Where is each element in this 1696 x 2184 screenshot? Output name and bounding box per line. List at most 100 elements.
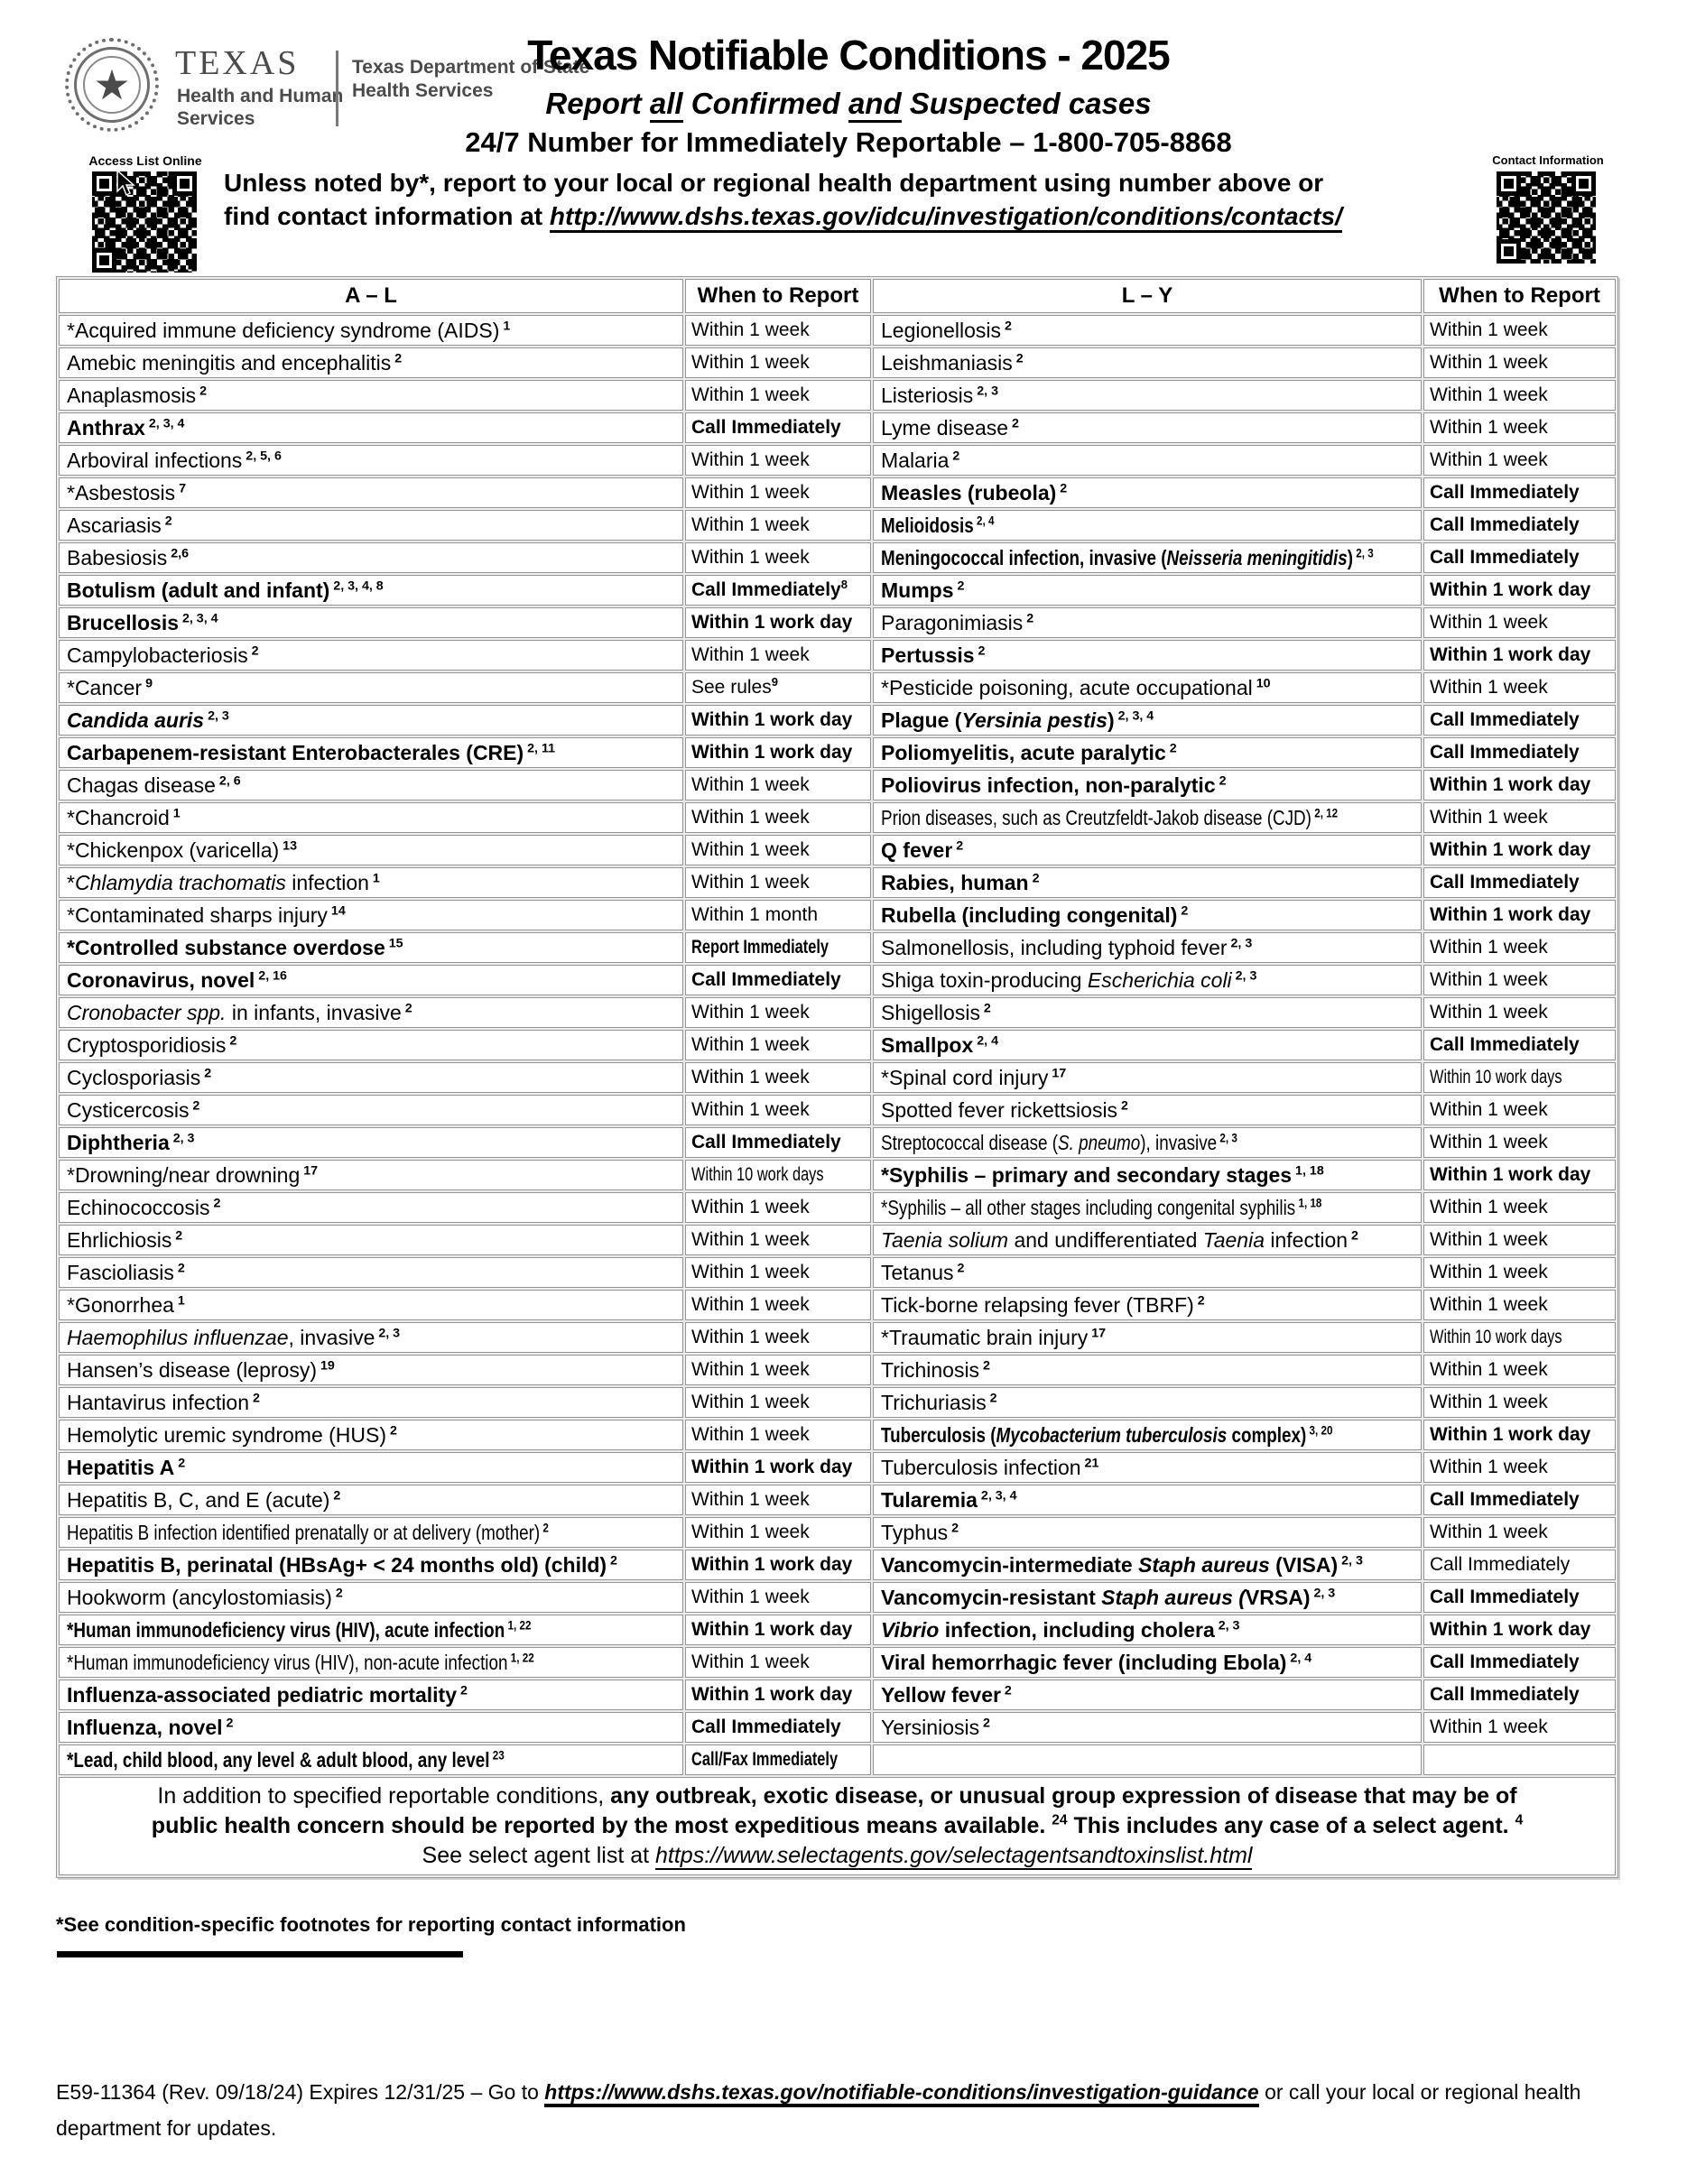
condition-cell: *Human immunodeficiency virus (HIV), non… (59, 1647, 683, 1678)
condition-cell: Plague (Yersinia pestis) 2, 3, 4 (873, 705, 1422, 736)
condition-cell: Vancomycin-intermediate Staph aureus (VI… (873, 1550, 1422, 1580)
when-to-report-cell: Within 1 week (1423, 315, 1616, 346)
condition-cell: Tetanus 2 (873, 1257, 1422, 1288)
when-to-report-cell: Within 1 week (1423, 347, 1616, 378)
table-row: *Human immunodeficiency virus (HIV), acu… (59, 1615, 1616, 1645)
reporting-instructions: Unless noted by*, report to your local o… (224, 166, 1451, 233)
select-agents-url-link[interactable]: https://www.selectagents.gov/selectagent… (655, 1843, 1253, 1870)
table-row: Hepatitis A 2 Within 1 work day Tuberculos… (59, 1452, 1616, 1483)
when-to-report-cell: Within 1 work day (1423, 575, 1616, 606)
when-to-report-cell: Within 1 week (1423, 802, 1616, 833)
condition-cell: Fascioliasis 2 (59, 1257, 683, 1288)
condition-cell: Ascariasis 2 (59, 510, 683, 541)
when-to-report-cell: Within 1 week (685, 1387, 871, 1418)
condition-cell: Trichinosis 2 (873, 1355, 1422, 1385)
when-to-report-cell: Within 1 week (1423, 1517, 1616, 1548)
when-to-report-cell: Within 1 work day (685, 1615, 871, 1645)
table-header-row: A – L When to Report L – Y When to Repor… (59, 279, 1616, 313)
condition-cell: *Acquired immune deficiency syndrome (AI… (59, 315, 683, 346)
qr-finder-icon (1571, 171, 1596, 196)
condition-cell: Viral hemorrhagic fever (including Ebola… (873, 1647, 1422, 1678)
condition-cell: Q fever 2 (873, 835, 1422, 865)
when-to-report-cell: Within 1 work day (1423, 900, 1616, 930)
when-to-report-cell: Within 1 week (685, 802, 871, 833)
table-row: *Lead, child blood, any level & adult bl… (59, 1744, 1616, 1775)
when-to-report-cell: Call Immediately (685, 1712, 871, 1743)
when-to-report-cell: Call Immediately (1423, 705, 1616, 736)
condition-cell: Melioidosis 2, 4 (873, 510, 1422, 541)
condition-cell: Spotted fever rickettsiosis 2 (873, 1095, 1422, 1125)
condition-cell: *Syphilis – primary and secondary stages… (873, 1160, 1422, 1190)
table-row: *Chlamydia trachomatis infection 1 Within… (59, 867, 1616, 898)
when-to-report-cell: Within 1 work day (1423, 835, 1616, 865)
when-to-report-cell: Call Immediately (685, 965, 871, 995)
condition-cell: Prion diseases, such as Creutzfeldt-Jako… (873, 802, 1422, 833)
condition-cell: Shigellosis 2 (873, 997, 1422, 1028)
condition-cell: *Human immunodeficiency virus (HIV), acu… (59, 1615, 683, 1645)
when-to-report-cell: Within 1 month (685, 900, 871, 930)
when-to-report-cell: Call Immediately (1423, 1030, 1616, 1060)
condition-cell: Coronavirus, novel 2, 16 (59, 965, 683, 995)
condition-cell: *Chlamydia trachomatis infection 1 (59, 867, 683, 898)
condition-cell: Hantavirus infection 2 (59, 1387, 683, 1418)
when-to-report-cell: Within 1 work day (1423, 1160, 1616, 1190)
when-to-report-cell: Within 1 week (685, 640, 871, 671)
condition-cell: Tuberculosis (Mycobacterium tuberculosis… (873, 1420, 1422, 1450)
when-to-report-cell: Within 1 work day (685, 705, 871, 736)
hotline-number-line: 24/7 Number for Immediately Reportable –… (465, 126, 1232, 158)
condition-cell: Vancomycin-resistant Staph aureus (VRSA)… (873, 1582, 1422, 1613)
table-row: Candida auris 2, 3 Within 1 work day Plagu… (59, 705, 1616, 736)
condition-cell: Typhus 2 (873, 1517, 1422, 1548)
when-to-report-cell: Within 1 work day (1423, 640, 1616, 671)
table-row: Influenza, novel 2 Call Immediately Yersin… (59, 1712, 1616, 1743)
when-to-report-cell: Within 1 week (685, 1355, 871, 1385)
condition-cell: Trichuriasis 2 (873, 1387, 1422, 1418)
condition-cell: Tularemia 2, 3, 4 (873, 1485, 1422, 1515)
condition-cell: *Lead, child blood, any level & adult bl… (59, 1744, 683, 1775)
qr-finder-icon (92, 248, 116, 273)
table-row: Ehrlichiosis 2 Within 1 week Taenia solium… (59, 1225, 1616, 1255)
when-to-report-cell: Within 1 week (1423, 1225, 1616, 1255)
logo-dshs-text: Texas Department of State Health Service… (352, 57, 590, 101)
table-row: Arboviral infections 2, 5, 6 Within 1 wee… (59, 445, 1616, 476)
texas-hhs-seal-logo: ★ (65, 38, 159, 132)
condition-cell: Yersiniosis 2 (873, 1712, 1422, 1743)
when-to-report-cell: Within 10 work days (1423, 1062, 1616, 1093)
when-to-report-cell: Within 1 week (1423, 965, 1616, 995)
investigation-guidance-url-link[interactable]: https://www.dshs.texas.gov/notifiable-co… (544, 2080, 1259, 2107)
access-list-qr-code (92, 171, 197, 273)
qr-finder-icon (172, 171, 197, 196)
qr-contact-info-label: Contact Information (1492, 153, 1604, 167)
when-to-report-cell: Within 1 work day (1423, 1615, 1616, 1645)
condition-cell: *Spinal cord injury 17 (873, 1062, 1422, 1093)
table-row: Cysticercosis 2 Within 1 week Spotted feve… (59, 1095, 1616, 1125)
table-row: Brucellosis 2, 3, 4 Within 1 work day Para… (59, 607, 1616, 638)
when-to-report-cell: Within 1 week (1423, 1452, 1616, 1483)
condition-cell: Campylobacteriosis 2 (59, 640, 683, 671)
condition-cell: *Drowning/near drowning 17 (59, 1160, 683, 1190)
when-to-report-cell: Within 1 week (1423, 672, 1616, 703)
when-to-report-cell: Within 1 week (685, 1290, 871, 1320)
condition-cell: Cronobacter spp. in infants, invasive 2 (59, 997, 683, 1028)
table-row: Ascariasis 2 Within 1 week Melioidosis 2, … (59, 510, 1616, 541)
condition-cell: Diphtheria 2, 3 (59, 1127, 683, 1158)
logo-texas-wordmark: TEXAS (175, 44, 300, 82)
when-to-report-cell: Call Immediately8 (685, 575, 871, 606)
condition-cell: Taenia solium and undifferentiated Taeni… (873, 1225, 1422, 1255)
condition-cell: Yellow fever 2 (873, 1680, 1422, 1710)
when-to-report-cell: Call Immediately (685, 412, 871, 443)
when-to-report-cell: Within 1 week (1423, 1192, 1616, 1223)
condition-cell: Leishmaniasis 2 (873, 347, 1422, 378)
seal-ring (74, 47, 150, 123)
condition-cell: Echinococcosis 2 (59, 1192, 683, 1223)
qr-finder-icon (1497, 171, 1521, 196)
logo-divider (336, 51, 338, 126)
when-to-report-cell: Within 1 work day (1423, 770, 1616, 800)
when-to-report-cell: Within 1 week (1423, 1387, 1616, 1418)
condition-cell: Carbapenem-resistant Enterobacterales (C… (59, 737, 683, 768)
table-row: Haemophilus influenzae, invasive 2, 3 Wit… (59, 1322, 1616, 1353)
condition-cell: Shiga toxin-producing Escherichia coli 2… (873, 965, 1422, 995)
when-to-report-cell: Within 1 week (685, 1062, 871, 1093)
condition-cell: Poliomyelitis, acute paralytic 2 (873, 737, 1422, 768)
contacts-url-link[interactable]: http://www.dshs.texas.gov/idcu/investiga… (549, 202, 1342, 233)
